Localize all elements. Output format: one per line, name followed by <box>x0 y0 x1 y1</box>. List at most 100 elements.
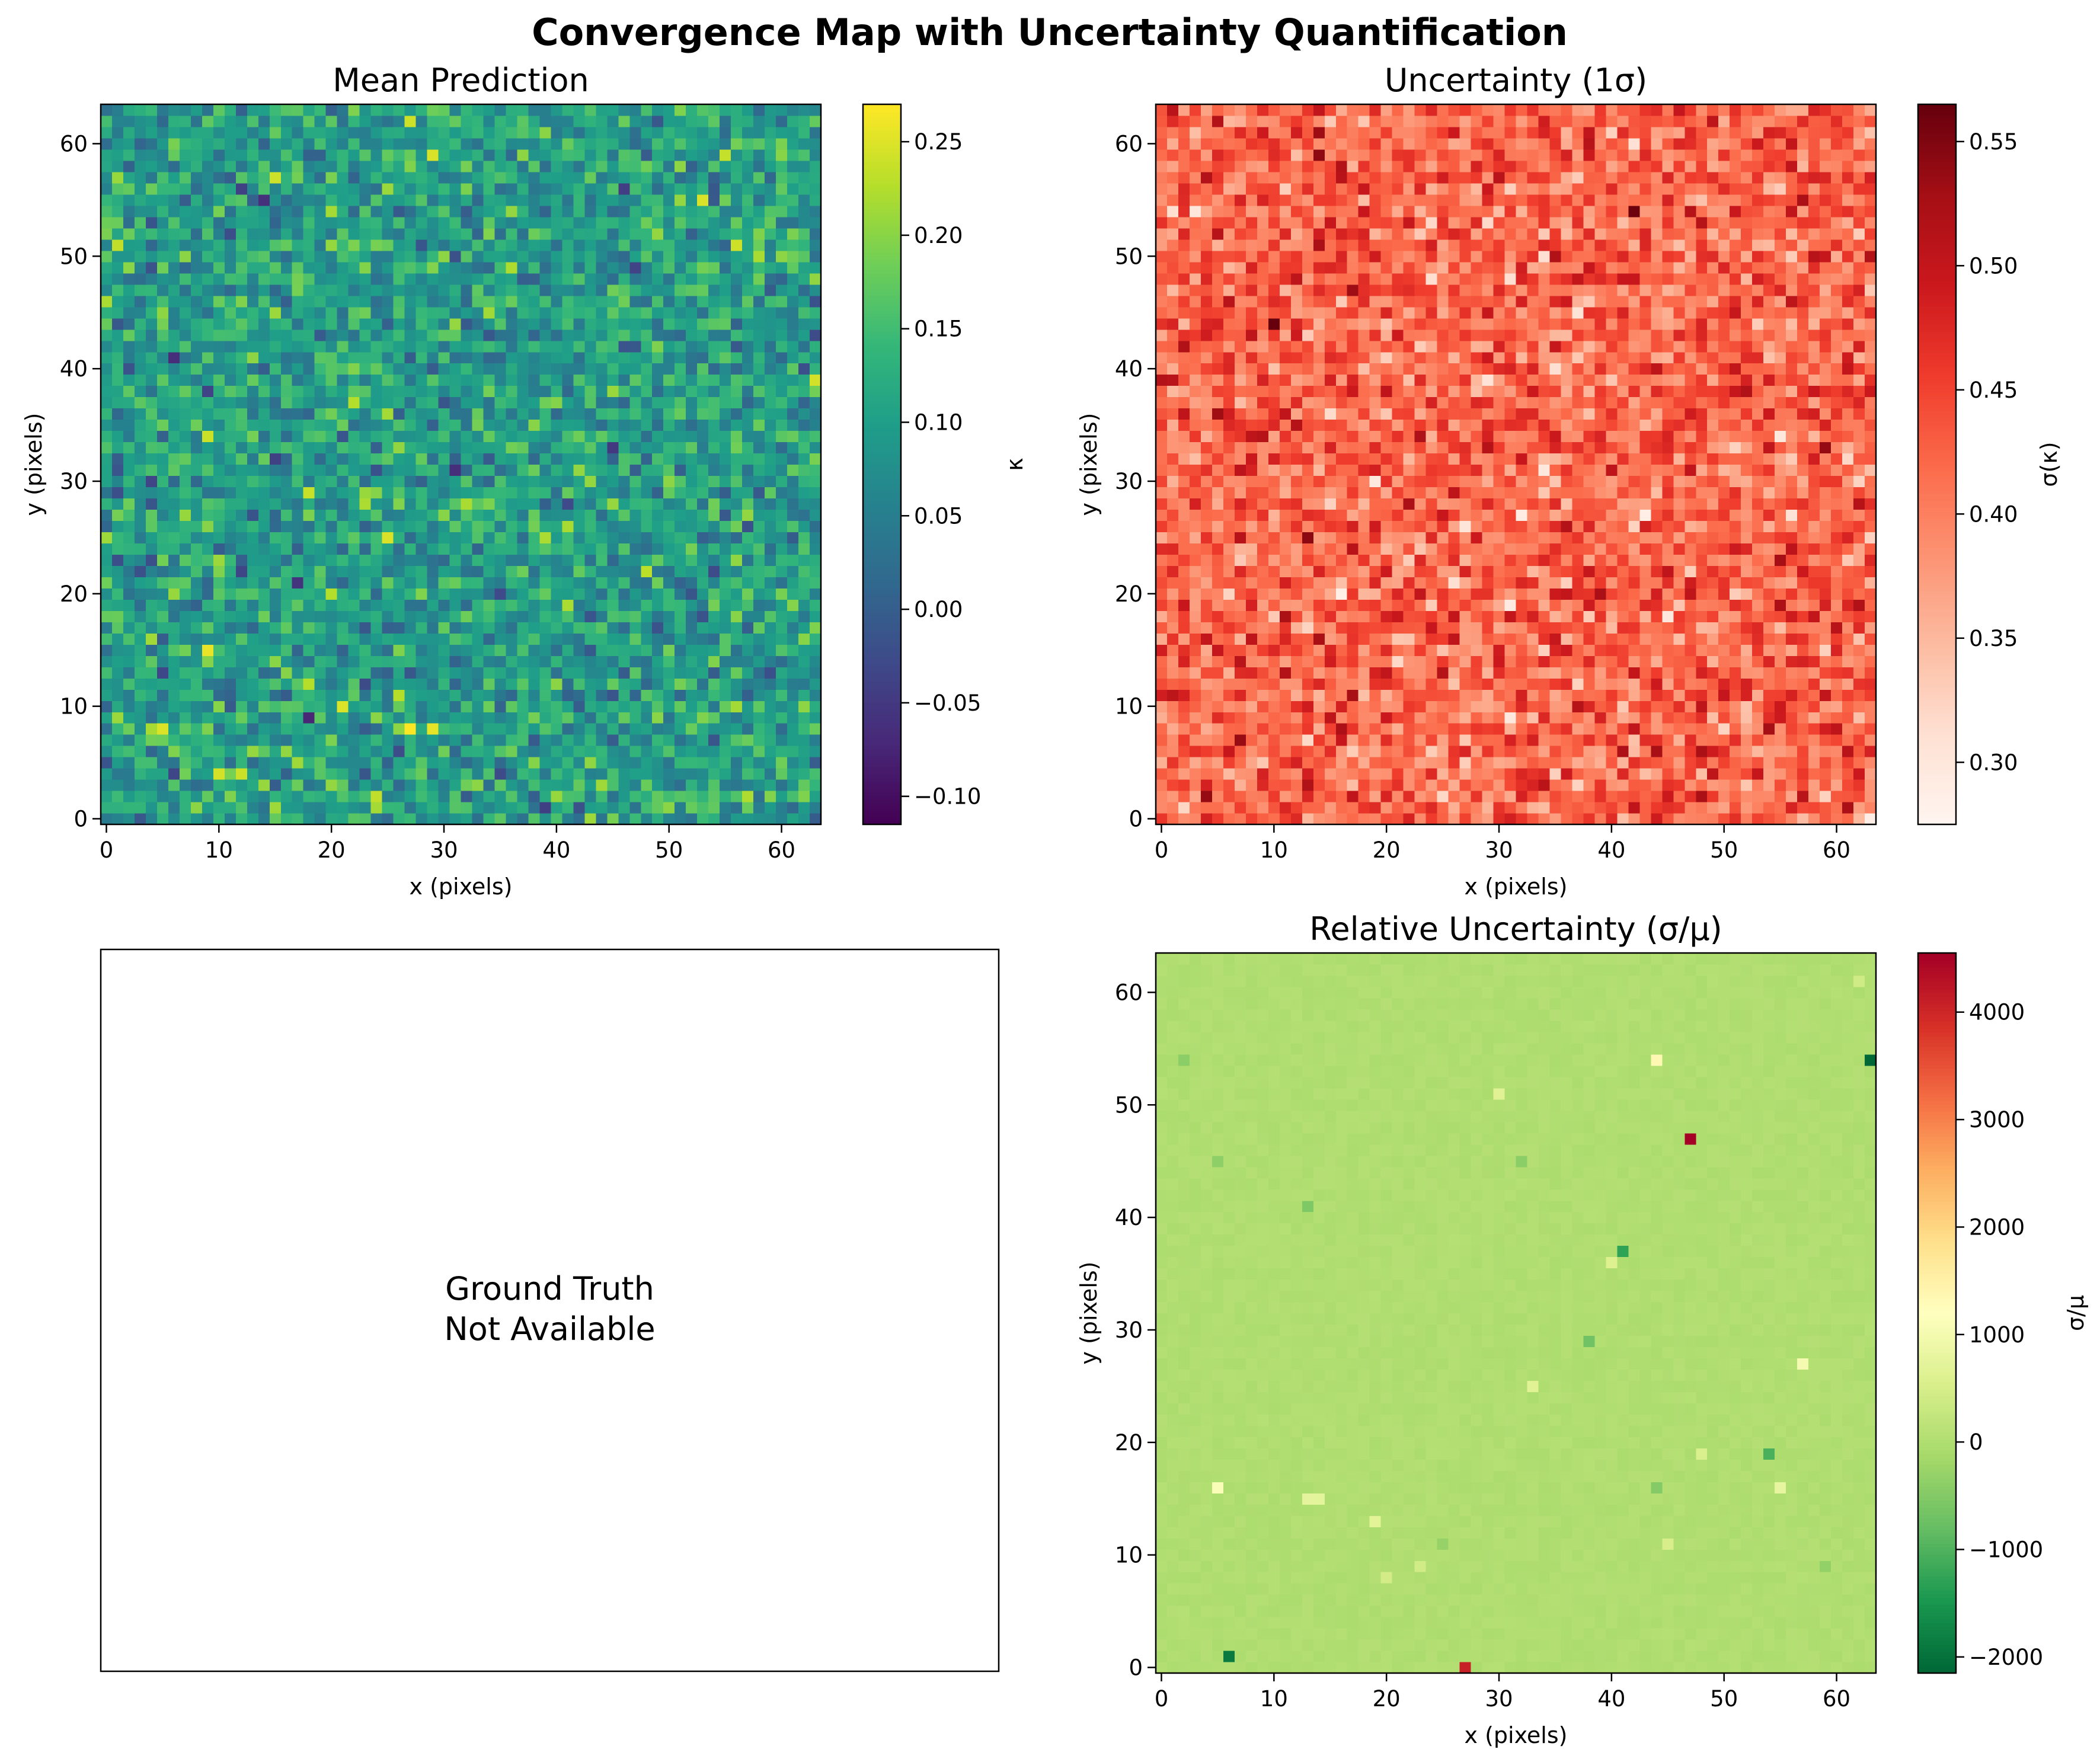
heatmap-cell <box>472 554 484 566</box>
heatmap-cell <box>731 667 743 679</box>
heatmap-cell <box>269 802 282 814</box>
heatmap-cell <box>708 779 720 791</box>
heatmap-cell <box>393 723 405 735</box>
heatmap-cell <box>224 351 236 364</box>
heatmap-cell <box>134 577 146 589</box>
heatmap-cell <box>539 442 551 454</box>
heatmap-cell <box>258 599 270 611</box>
heatmap-cell <box>686 487 698 499</box>
heatmap-cell <box>337 183 349 195</box>
heatmap-cell <box>810 160 822 172</box>
heatmap-cell <box>528 104 540 116</box>
heatmap-cell <box>247 802 259 814</box>
heatmap-cell <box>1831 746 1843 757</box>
heatmap-cell <box>325 509 338 522</box>
heatmap-cell <box>742 239 754 251</box>
heatmap-cell <box>101 813 113 825</box>
heatmap-cell <box>202 419 214 431</box>
heatmap-cell <box>641 216 653 229</box>
heatmap-cell <box>314 171 327 184</box>
heatmap-cell <box>280 385 293 398</box>
heatmap-cell <box>472 475 484 488</box>
heatmap-cell <box>472 306 484 319</box>
colorbar-step <box>863 230 901 235</box>
heatmap-cell <box>1718 757 1730 769</box>
heatmap-cell <box>618 115 630 127</box>
heatmap-cell <box>101 261 113 274</box>
heatmap-cell <box>1324 813 1337 825</box>
heatmap-cell <box>483 689 496 701</box>
heatmap-cell <box>1403 723 1415 735</box>
heatmap-cell <box>472 543 484 555</box>
heatmap-cell <box>438 430 450 443</box>
heatmap-cell <box>652 149 664 161</box>
colorbar-step <box>863 695 901 699</box>
heatmap-cell <box>517 126 529 139</box>
heatmap-cell <box>517 351 529 364</box>
heatmap-cell <box>506 273 518 285</box>
heatmap-cell <box>359 734 372 746</box>
heatmap-cell <box>483 667 496 679</box>
heatmap-cell <box>247 791 259 802</box>
colorbar-step <box>863 320 901 325</box>
heatmap-cell <box>427 340 439 353</box>
heatmap-cell <box>483 205 496 218</box>
heatmap-cell <box>584 318 596 330</box>
heatmap-cell <box>461 712 473 724</box>
heatmap-cell <box>539 239 551 251</box>
heatmap-cell <box>292 487 304 499</box>
heatmap-cell <box>607 498 619 510</box>
heatmap-cell <box>584 329 596 341</box>
heatmap-cell <box>269 554 282 566</box>
heatmap-cell <box>134 171 146 184</box>
heatmap-cell <box>224 160 236 172</box>
heatmap-cell <box>438 273 450 285</box>
heatmap-cell <box>269 115 282 127</box>
heatmap-cell <box>753 250 765 263</box>
heatmap-cell <box>506 509 518 522</box>
heatmap-cell <box>663 464 675 476</box>
heatmap-cell <box>776 351 788 364</box>
heatmap-cell <box>156 228 169 240</box>
heatmap-cell <box>584 610 596 622</box>
heatmap-cell <box>134 126 146 139</box>
heatmap-cell <box>731 757 743 769</box>
heatmap-cell <box>101 104 113 116</box>
heatmap-cell <box>224 295 236 308</box>
heatmap-cell <box>247 644 259 656</box>
heatmap-cell <box>1594 802 1606 814</box>
heatmap-cell <box>517 813 529 825</box>
heatmap-cell <box>708 610 720 622</box>
heatmap-cell <box>629 419 641 431</box>
heatmap-cell <box>224 419 236 431</box>
figure-title: Convergence Map with Uncertainty Quantif… <box>532 11 1568 54</box>
heatmap-cell <box>1549 712 1562 724</box>
heatmap-cell <box>686 757 698 769</box>
heatmap-cell <box>1865 802 1877 814</box>
heatmap-cell <box>506 385 518 398</box>
heatmap-cell <box>753 160 765 172</box>
heatmap-cell <box>528 329 540 341</box>
heatmap-cell <box>156 284 169 296</box>
heatmap-cell <box>506 577 518 589</box>
heatmap-cell <box>539 554 551 566</box>
heatmap-cell <box>461 261 473 274</box>
heatmap-cell <box>607 712 619 724</box>
heatmap-cell <box>179 498 191 510</box>
heatmap-cell <box>1797 757 1809 769</box>
heatmap-cell <box>742 768 754 780</box>
heatmap-cell <box>382 137 394 150</box>
heatmap-cell <box>652 295 664 308</box>
heatmap-cell <box>292 228 304 240</box>
heatmap-cell <box>190 723 203 735</box>
heatmap-cell <box>382 667 394 679</box>
heatmap-cell <box>280 520 293 532</box>
heatmap-cell <box>731 149 743 161</box>
heatmap-cell <box>539 689 551 701</box>
heatmap-cell <box>573 644 585 656</box>
heatmap-cell <box>1166 701 1179 712</box>
heatmap-cell <box>269 329 282 341</box>
heatmap-cell <box>280 498 293 510</box>
heatmap-cell <box>641 396 653 409</box>
heatmap-cell <box>258 655 270 667</box>
